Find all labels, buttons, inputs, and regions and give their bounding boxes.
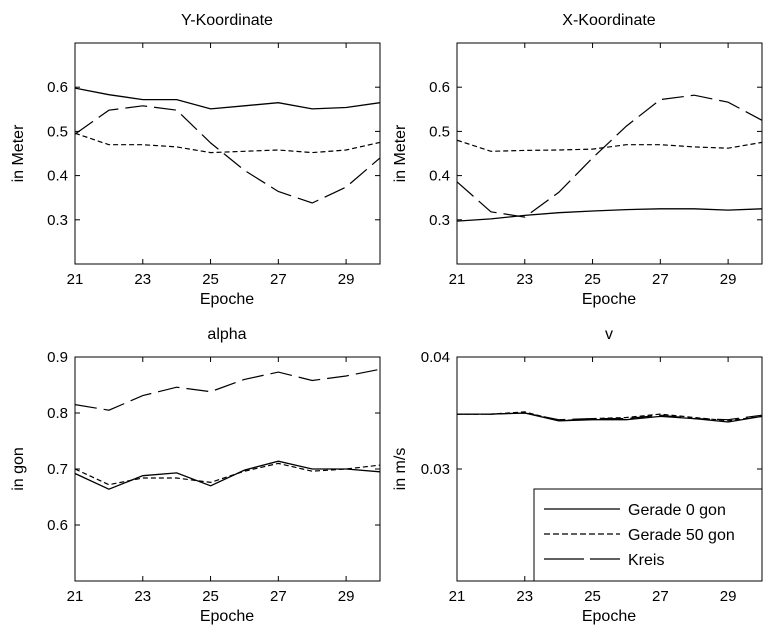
x-tick-label: 23 <box>516 271 533 288</box>
y-tick-label: 0.03 <box>421 461 450 478</box>
x-axis-label: Epoche <box>582 291 636 308</box>
series-line-gerade-0-gon <box>75 87 380 110</box>
x-tick-label: 23 <box>516 588 533 605</box>
y-tick-label: 0.3 <box>47 212 68 229</box>
x-tick-label: 23 <box>134 271 151 288</box>
x-tick-label: 21 <box>67 588 84 605</box>
y-tick-label: 0.5 <box>47 123 68 140</box>
y-axis-label: in Meter <box>392 124 409 182</box>
series-line-kreis <box>457 412 762 421</box>
x-tick-label: 23 <box>134 588 151 605</box>
series-line-gerade-0-gon <box>457 208 762 222</box>
x-axis-label: Epoche <box>582 608 636 625</box>
y-axis-label: in m/s <box>392 448 409 491</box>
plot-title: v <box>605 326 613 343</box>
series-line-gerade-50-gon <box>75 462 380 486</box>
x-tick-label: 25 <box>584 588 601 605</box>
plot-title: alpha <box>207 326 246 343</box>
series-line-kreis <box>75 105 380 204</box>
y-tick-label: 0.04 <box>421 349 450 366</box>
y-axis-label: in Meter <box>10 124 27 182</box>
y-axis-label: in gon <box>10 447 27 491</box>
axes-frame <box>456 42 763 265</box>
x-tick-label: 29 <box>720 588 737 605</box>
axes-frame <box>74 42 381 265</box>
series-line-kreis <box>457 94 762 218</box>
series-line-gerade-0-gon <box>75 460 380 490</box>
legend-label: Gerade 0 gon <box>628 502 726 519</box>
legend-label: Gerade 50 gon <box>628 527 735 544</box>
x-tick-label: 27 <box>652 588 669 605</box>
legend: Gerade 0 gon Gerade 50 gon Kreis <box>533 488 763 582</box>
y-tick-label: 0.6 <box>47 517 68 534</box>
y-tick-label: 0.5 <box>429 123 450 140</box>
legend-label: Kreis <box>628 552 664 569</box>
x-tick-label: 29 <box>338 271 355 288</box>
y-tick-label: 0.4 <box>429 168 450 185</box>
plot-title: Y-Koordinate <box>181 12 273 29</box>
chart-panel: 21 23 25 27 29 0.3 0.4 0.5 0.6 Y-Koordinate Epoche… <box>10 12 381 308</box>
y-tick-label: 0.7 <box>47 461 68 478</box>
y-tick-label: 0.6 <box>429 79 450 96</box>
chart-panel: 21 23 25 27 29 0.6 0.7 0.8 0.9 alpha Epoche in gon <box>10 326 381 625</box>
x-tick-label: 25 <box>202 588 219 605</box>
chart-panel: 21 23 25 27 29 0.03 0.04 v Epoche in m/s <box>392 326 763 625</box>
x-tick-label: 21 <box>449 588 466 605</box>
plot-title: X-Koordinate <box>562 12 655 29</box>
x-tick-label: 21 <box>449 271 466 288</box>
chart-panel: 21 23 25 27 29 0.3 0.4 0.5 0.6 X-Koordinate Epoche… <box>392 12 763 308</box>
x-tick-label: 25 <box>584 271 601 288</box>
x-tick-label: 29 <box>338 588 355 605</box>
series-line-gerade-50-gon <box>75 132 380 154</box>
x-tick-label: 25 <box>202 271 219 288</box>
legend-box <box>533 488 763 582</box>
y-tick-label: 0.3 <box>429 212 450 229</box>
y-tick-label: 0.8 <box>47 405 68 422</box>
x-tick-label: 27 <box>652 271 669 288</box>
x-axis-label: Epoche <box>200 608 254 625</box>
y-tick-label: 0.6 <box>47 79 68 96</box>
y-tick-label: 0.4 <box>47 168 68 185</box>
y-tick-label: 0.9 <box>47 349 68 366</box>
x-axis-label: Epoche <box>200 291 254 308</box>
x-tick-label: 27 <box>270 271 287 288</box>
x-tick-label: 21 <box>67 271 84 288</box>
series-line-gerade-50-gon <box>457 139 762 152</box>
x-tick-label: 29 <box>720 271 737 288</box>
series-line-kreis <box>75 368 380 411</box>
x-tick-label: 27 <box>270 588 287 605</box>
